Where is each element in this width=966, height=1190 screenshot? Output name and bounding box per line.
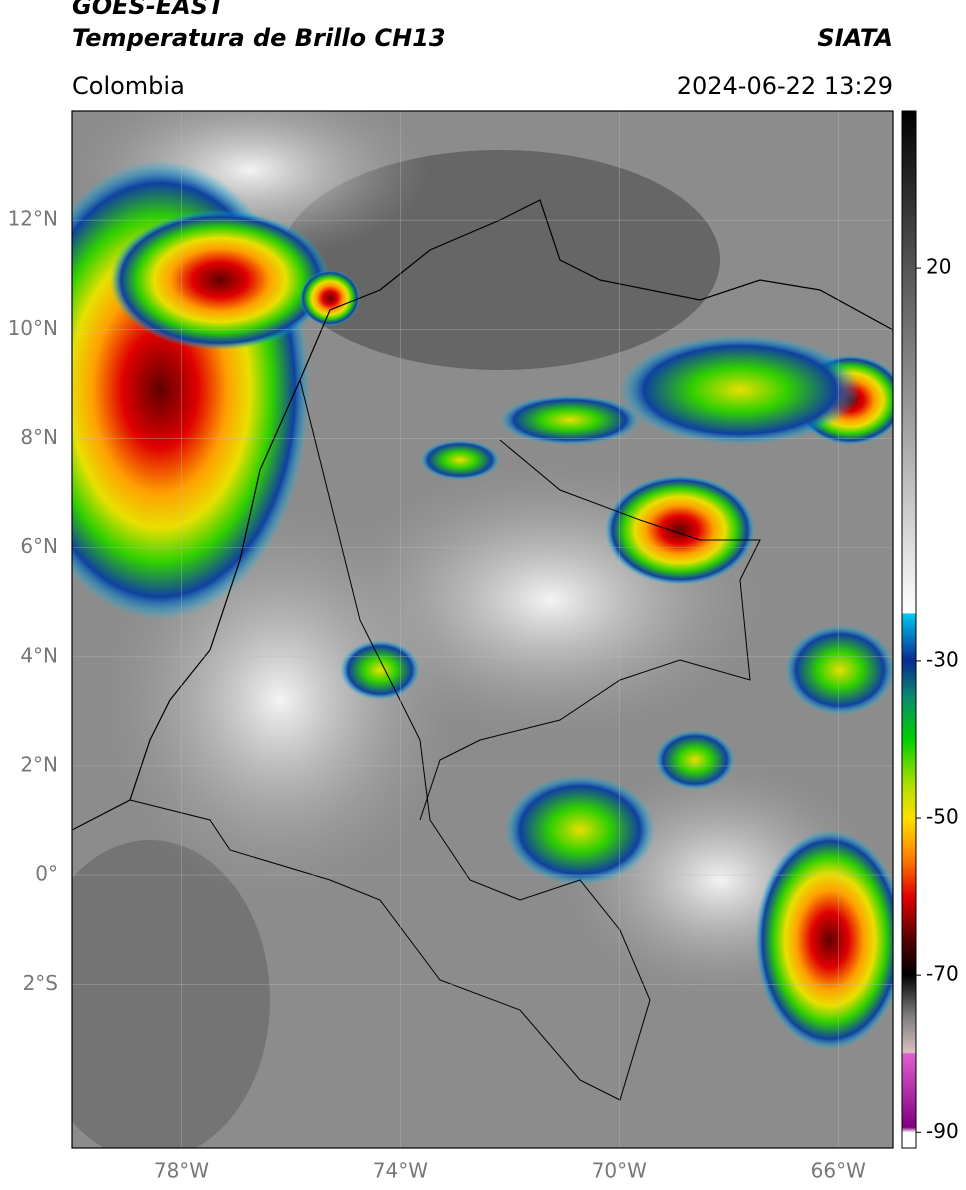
y-tick-label: 12°N xyxy=(8,207,58,231)
y-tick-label: 4°N xyxy=(20,643,58,667)
storm xyxy=(500,395,640,445)
colorbar xyxy=(901,110,917,1149)
storm xyxy=(505,775,655,885)
region: Colombia xyxy=(72,72,185,100)
border xyxy=(129,379,651,1101)
y-tick-label: 0° xyxy=(35,862,58,886)
storm xyxy=(420,440,500,480)
storm xyxy=(655,730,735,790)
title: GOES-EAST xyxy=(72,0,226,20)
storm xyxy=(785,625,893,715)
border xyxy=(419,439,761,821)
x-tick-label: 70°W xyxy=(592,1159,647,1183)
x-tick-label: 74°W xyxy=(373,1159,428,1183)
map-frame xyxy=(71,110,894,1149)
source: SIATA xyxy=(817,24,893,52)
colorbar-tick-label: -90 xyxy=(926,1119,959,1143)
storm xyxy=(755,830,893,1050)
y-tick-label: 2°N xyxy=(20,752,58,776)
colorbar-tick-label: 20 xyxy=(926,255,951,279)
x-tick-label: 66°W xyxy=(811,1159,866,1183)
y-tick-label: 6°N xyxy=(20,534,58,558)
y-tick-label: 2°S xyxy=(23,971,58,995)
storm xyxy=(340,640,420,700)
datetime: 2024-06-22 13:29 xyxy=(677,72,893,100)
storm xyxy=(110,210,330,350)
storm xyxy=(605,475,755,585)
y-tick-label: 10°N xyxy=(8,316,58,340)
colorbar-tick-label: -50 xyxy=(926,805,959,829)
dark-area xyxy=(72,840,270,1148)
storm xyxy=(300,270,360,326)
y-tick-label: 8°N xyxy=(20,425,58,449)
graticule xyxy=(72,111,893,1148)
coastline xyxy=(72,199,893,831)
colorbar-tick-label: -30 xyxy=(926,647,959,671)
subtitle: Temperatura de Brillo CH13 xyxy=(72,24,446,52)
storm xyxy=(620,335,860,445)
satellite-image xyxy=(72,111,893,1148)
x-tick-label: 78°W xyxy=(154,1159,209,1183)
colorbar-tick-label: -70 xyxy=(926,962,959,986)
